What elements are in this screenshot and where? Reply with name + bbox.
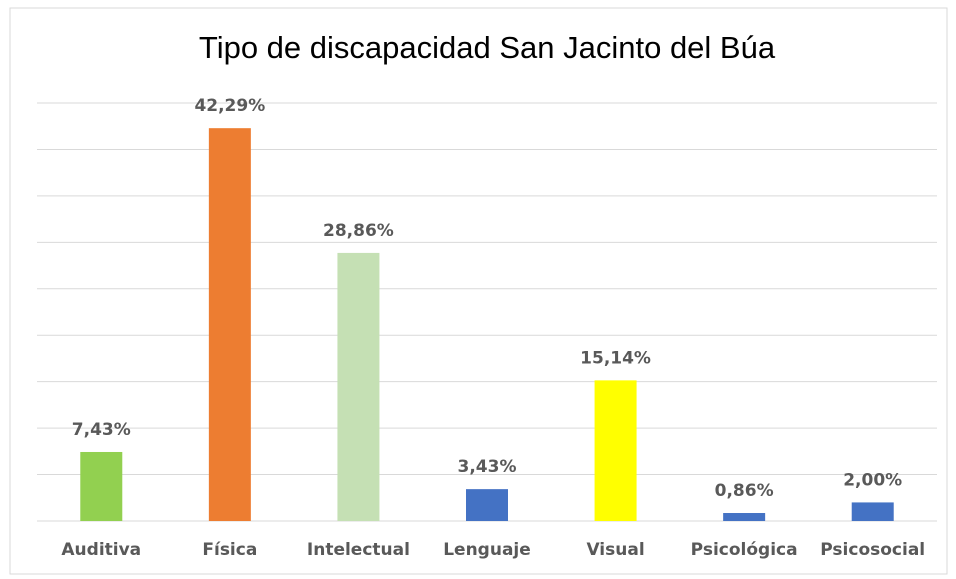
chart-frame: [9, 7, 948, 575]
bar: [337, 252, 380, 521]
x-tick-label: Psicológica: [691, 540, 798, 560]
x-tick-label: Auditiva: [61, 540, 141, 560]
bar: [466, 489, 508, 521]
x-tick-label: Lenguaje: [443, 540, 531, 560]
bar: [80, 451, 123, 521]
x-tick-label: Física: [202, 540, 257, 560]
data-label: 2,00%: [843, 470, 902, 490]
bar: [208, 128, 251, 521]
bar: [594, 380, 637, 521]
x-tick-label: Intelectual: [307, 540, 410, 560]
data-label: 0,86%: [715, 481, 774, 501]
chart-title: Tipo de discapacidad San Jacinto del Búa: [199, 30, 776, 65]
bar: [723, 513, 766, 521]
data-label: 15,14%: [580, 348, 651, 368]
bar: [851, 502, 894, 521]
data-label: 28,86%: [323, 221, 394, 241]
x-tick-label: Psicosocial: [820, 540, 925, 560]
data-label: 7,43%: [72, 420, 131, 440]
data-label: 42,29%: [194, 96, 265, 116]
data-label: 3,43%: [458, 457, 517, 477]
x-tick-label: Visual: [586, 540, 644, 560]
